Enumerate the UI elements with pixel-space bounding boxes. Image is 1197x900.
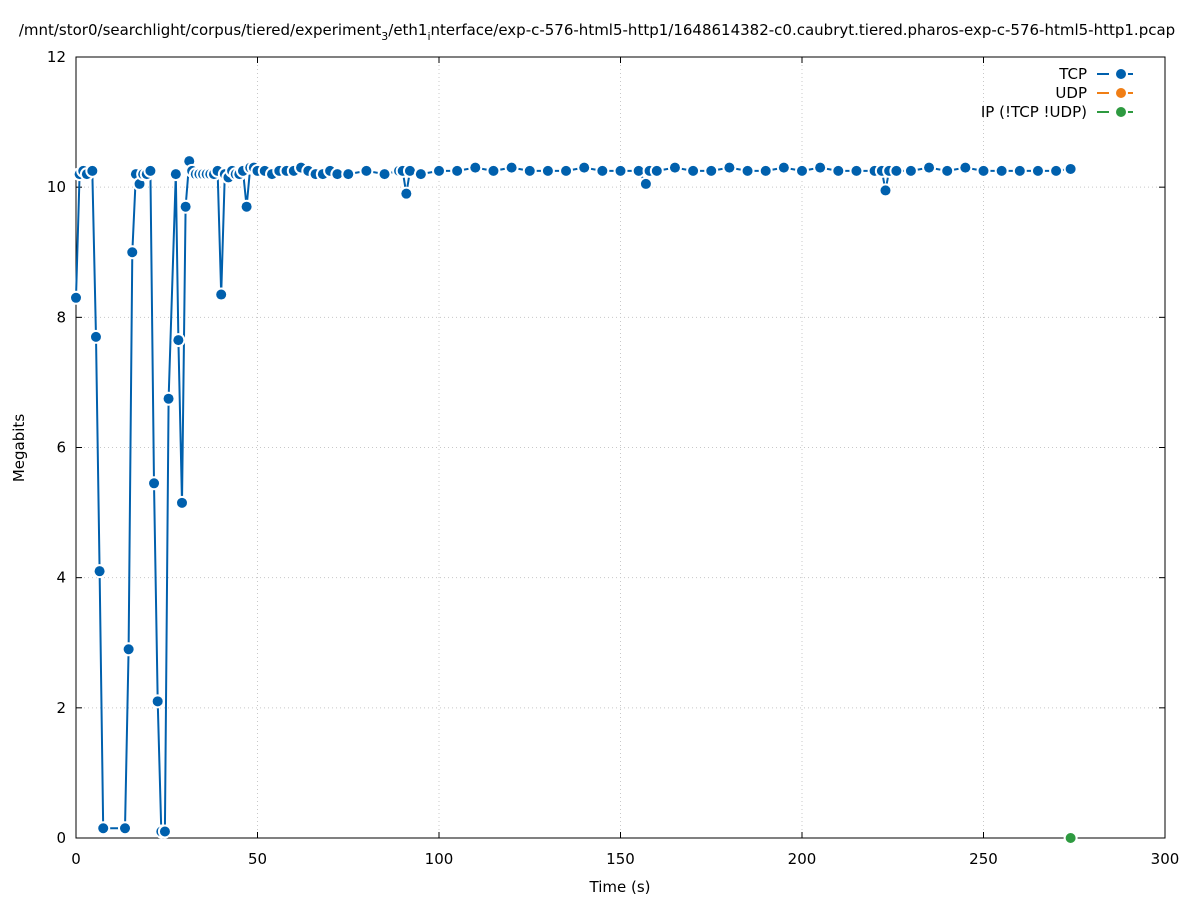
data-point [87,165,98,176]
data-point [176,497,187,508]
x-tick-label: 200 [788,850,817,868]
legend-label: IP (!TCP !UDP) [981,103,1087,121]
data-point [851,165,862,176]
data-point [470,162,481,173]
data-point [180,201,191,212]
data-point [506,162,517,173]
data-point [71,292,81,303]
y-tick-label: 0 [56,829,66,847]
data-point [163,393,174,404]
data-point [579,162,590,173]
data-point [379,169,390,180]
data-point [640,178,651,189]
legend-marker [1116,69,1126,79]
data-point [561,165,572,176]
data-point [1051,165,1062,176]
data-point [778,162,789,173]
data-point [452,165,463,176]
chart-title: /mnt/stor0/searchlight/corpus/tiered/exp… [19,21,1175,43]
data-point [688,165,699,176]
data-point [434,165,444,176]
data-point [127,247,138,258]
data-point [615,165,626,176]
data-point [669,162,680,173]
grid [76,57,1165,838]
data-point [1065,163,1076,174]
y-tick-label: 12 [47,48,66,66]
data-point [891,165,902,176]
data-point [978,165,989,176]
legend-marker [1116,107,1126,117]
data-point [488,165,499,176]
data-point [170,169,181,180]
data-point [90,331,101,342]
data-point [401,188,412,199]
data-point [815,162,826,173]
x-tick-label: 50 [248,850,267,868]
x-tick-label: 250 [969,850,998,868]
data-point [94,566,105,577]
data-point [942,165,953,176]
data-point [216,289,227,300]
legend-label: TCP [1058,65,1087,83]
data-point [123,644,134,655]
data-point [184,156,195,167]
y-tick-label: 6 [56,439,66,457]
y-tick-label: 10 [47,178,66,196]
data-point [706,165,717,176]
y-tick-label: 2 [56,699,66,717]
data-point [145,165,156,176]
data-point [134,178,145,189]
data-point [724,162,735,173]
y-tick-label: 8 [56,308,66,326]
data-point [880,185,891,196]
series-2 [1063,831,1078,845]
data-point [524,165,535,176]
data-point [1014,165,1025,176]
y-tick-label: 4 [56,569,66,587]
data-point [343,169,354,180]
data-point [98,823,109,834]
data-point [542,165,553,176]
data-point [404,165,415,176]
data-point [415,169,426,180]
x-tick-label: 0 [71,850,81,868]
data-point [633,165,644,176]
x-axis-title: Time (s) [589,878,651,896]
data-point [960,162,971,173]
data-point [1032,165,1043,176]
series [69,154,1078,845]
data-point [159,826,170,837]
data-point [241,201,252,212]
data-point [760,165,771,176]
data-point [833,165,844,176]
x-tick-label: 100 [425,850,454,868]
x-tick-label: 300 [1151,850,1180,868]
data-point [173,335,184,346]
series-line [75,160,1071,833]
series-0 [69,154,1078,839]
data-point [905,165,916,176]
data-point [1065,833,1076,843]
data-point [120,823,131,834]
data-point [742,165,753,176]
legend-marker [1116,88,1126,98]
data-point [149,478,160,489]
data-point [651,165,662,176]
data-point [361,165,372,176]
data-point [152,696,163,707]
x-tick-label: 150 [606,850,635,868]
y-axis-title: Megabits [10,414,28,482]
data-point [996,165,1007,176]
data-point [597,165,608,176]
ticks: 0 50 100 150 200 250 300 0 2 4 6 8 10 12 [47,48,1179,868]
data-point [924,162,935,173]
data-point [332,169,343,180]
data-point [797,165,807,176]
legend-label: UDP [1055,84,1087,102]
